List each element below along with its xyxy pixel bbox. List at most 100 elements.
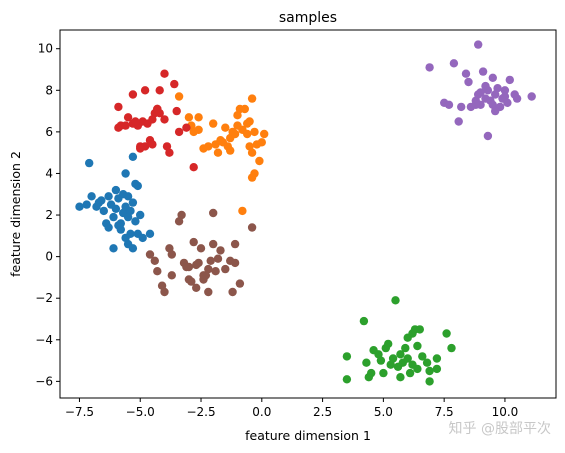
- scatter-point-s3-29: [189, 163, 198, 172]
- scatter-point-s5-8: [174, 217, 184, 226]
- scatter-point-s0-25: [128, 152, 138, 161]
- scatter-point-s5-2: [153, 267, 162, 276]
- scatter-point-s1-30: [255, 156, 264, 166]
- scatter-point-s5-16: [192, 283, 201, 292]
- x-tick-label: −7.5: [65, 405, 94, 419]
- y-tick-label: 6: [45, 125, 53, 139]
- scatter-point-s2-18: [401, 343, 410, 353]
- scatter-point-s4-20: [491, 90, 500, 99]
- scatter-point-s1-12: [221, 123, 230, 132]
- scatter-point-s2-24: [413, 341, 422, 351]
- scatter-point-s3-26: [148, 115, 157, 124]
- scatter-point-s5-34: [235, 279, 245, 288]
- scatter-point-s5-6: [167, 271, 176, 280]
- x-tick-label: 5.0: [374, 405, 393, 419]
- scatter-point-s5-29: [221, 264, 230, 274]
- scatter-point-s5-3: [157, 281, 167, 290]
- x-tick-label: 7.5: [435, 405, 454, 419]
- scatter-point-s0-27: [131, 217, 140, 226]
- scatter-point-s5-36: [177, 210, 186, 220]
- scatter-point-s5-4: [160, 287, 169, 297]
- scatter-point-s4-21: [493, 84, 502, 93]
- scatter-point-s4-28: [512, 94, 522, 103]
- scatter-point-s2-13: [388, 354, 398, 363]
- scatter-point-s4-31: [471, 100, 480, 110]
- y-tick-label: −6: [35, 374, 53, 388]
- scatter-point-s3-22: [165, 148, 174, 157]
- scatter-point-s2-26: [415, 325, 424, 334]
- scatter-point-s0-36: [121, 233, 130, 243]
- scatter-point-s4-24: [500, 86, 510, 95]
- scatter-point-s0-3: [87, 192, 96, 201]
- scatter-point-s2-31: [432, 364, 442, 374]
- scatter-point-s4-3: [449, 59, 459, 68]
- scatter-point-s4-5: [457, 102, 466, 112]
- scatter-point-s3-31: [136, 144, 145, 153]
- scatter-point-s2-14: [391, 296, 400, 305]
- scatter-point-s1-25: [247, 148, 257, 157]
- scatter-point-s4-15: [483, 131, 493, 141]
- scatter-point-s1-34: [238, 206, 247, 216]
- scatter-point-s1-32: [260, 129, 269, 139]
- scatter-point-s4-33: [491, 106, 500, 116]
- scatter-point-s4-0: [425, 63, 434, 72]
- scatter-point-s0-1: [82, 200, 91, 209]
- scatter-point-s2-30: [425, 377, 434, 386]
- scatter-point-s2-25: [413, 364, 422, 374]
- scatter-point-s5-24: [209, 208, 218, 218]
- scatter-point-s4-30: [464, 77, 473, 87]
- scatter-point-s0-8: [104, 192, 113, 201]
- scatter-point-s5-18: [196, 244, 206, 253]
- scatter-point-s5-26: [211, 267, 220, 276]
- scatter-point-s5-1: [150, 256, 159, 265]
- scatter-point-s4-6: [461, 69, 471, 78]
- scatter-point-s0-15: [116, 225, 126, 234]
- scatter-point-s4-9: [474, 40, 483, 49]
- scatter-point-s3-14: [148, 140, 157, 149]
- x-tick-label: 0.0: [252, 405, 271, 419]
- scatter-point-s3-27: [131, 117, 140, 126]
- scatter-point-s1-36: [194, 113, 203, 122]
- scatter-point-s4-32: [476, 88, 485, 97]
- scatter-point-s3-21: [162, 142, 172, 151]
- scatter-point-s1-28: [250, 127, 259, 137]
- x-tick-label: −5.0: [126, 405, 155, 419]
- y-tick-label: 2: [45, 208, 53, 222]
- scatter-point-s2-5: [367, 368, 376, 378]
- scatter-point-s4-19: [488, 73, 497, 83]
- scatter-point-s5-28: [216, 246, 225, 255]
- scatter-point-s2-29: [425, 366, 434, 376]
- scatter-point-s5-33: [230, 258, 240, 268]
- scatter-point-s0-0: [75, 202, 84, 211]
- scatter-point-s3-30: [153, 104, 162, 114]
- scatter-point-s5-23: [206, 256, 215, 265]
- scatter-point-s0-33: [128, 244, 138, 253]
- scatter-point-s0-2: [85, 158, 94, 168]
- scatter-point-s1-21: [240, 104, 249, 114]
- data-points: [75, 40, 536, 386]
- y-tick-label: 8: [45, 83, 53, 97]
- scatter-point-s5-35: [247, 223, 257, 232]
- scatter-point-s3-28: [182, 123, 191, 132]
- scatter-point-s0-10: [109, 212, 118, 222]
- scatter-point-s0-30: [136, 210, 145, 220]
- scatter-point-s1-27: [247, 173, 257, 182]
- scatter-point-s2-19: [403, 354, 412, 363]
- scatter-point-s4-34: [500, 92, 510, 101]
- scatter-point-s5-0: [145, 250, 155, 259]
- scatter-point-s0-35: [104, 223, 113, 232]
- scatter-point-s1-37: [243, 119, 252, 128]
- scatter-point-s2-1: [342, 375, 352, 384]
- scatter-point-s2-35: [396, 373, 405, 382]
- scatter-point-s2-9: [379, 368, 388, 378]
- scatter-point-s0-31: [138, 233, 147, 243]
- scatter-point-s2-36: [403, 333, 412, 342]
- y-tick-label: −2: [35, 291, 53, 305]
- scatter-point-s1-31: [257, 138, 266, 147]
- y-tick-label: 10: [38, 42, 53, 56]
- scatter-point-s4-29: [527, 92, 536, 101]
- scatter-point-s2-28: [422, 358, 432, 367]
- scatter-point-s1-22: [243, 129, 252, 139]
